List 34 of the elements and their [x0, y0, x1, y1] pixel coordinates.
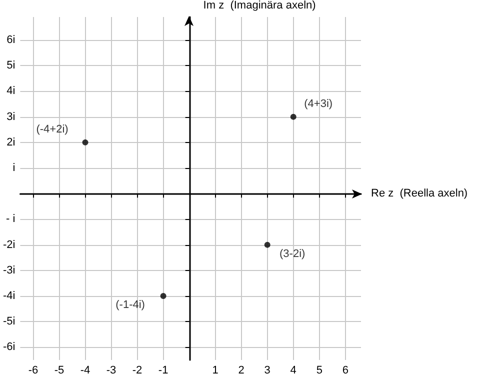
x-tick-label: -4	[80, 364, 90, 376]
x-tick-label: 6	[342, 364, 348, 376]
x-tick-label: -1	[158, 364, 168, 376]
y-tick-label: 4i	[6, 85, 16, 98]
x-tick-label: -3	[106, 364, 116, 376]
x-tick-label: 4	[290, 364, 296, 376]
x-tick-label: -6	[28, 364, 38, 376]
data-label: (3-2i)	[280, 248, 306, 260]
y-axis-title: Im z (Imaginära axeln)	[203, 0, 316, 12]
y-tick-label: -3i	[2, 264, 16, 276]
y-tick-label: -4i	[2, 290, 16, 302]
data-label: (4+3i)	[304, 98, 333, 110]
point	[82, 139, 88, 146]
y-tick-label: -5i	[2, 316, 16, 328]
y-tick-label: 3i	[6, 110, 16, 123]
y-tick-label: -2i	[2, 238, 16, 251]
x-tick-label: 2	[238, 364, 244, 376]
x-tick-label: 1	[212, 364, 218, 376]
y-tick-label: - i	[6, 213, 16, 226]
y-tick-label: -6i	[2, 341, 16, 354]
y-tick-label: 6i	[6, 34, 16, 46]
data-label: (-1-4i)	[116, 299, 145, 312]
x-tick-label: -5	[54, 364, 64, 376]
x-tick-label: -2	[132, 364, 142, 376]
y-tick-label: 5i	[6, 60, 16, 72]
x-tick-label: 5	[316, 364, 322, 376]
y-tick-label: 2i	[6, 136, 16, 148]
x-tick-label: 3	[264, 364, 270, 376]
data-label: (-4+2i)	[36, 123, 68, 136]
y-tick-label: i	[12, 162, 16, 174]
point	[290, 114, 296, 120]
x-axis-title: Re z (Reella axeln)	[371, 188, 468, 200]
point	[264, 242, 270, 248]
point	[160, 293, 166, 300]
